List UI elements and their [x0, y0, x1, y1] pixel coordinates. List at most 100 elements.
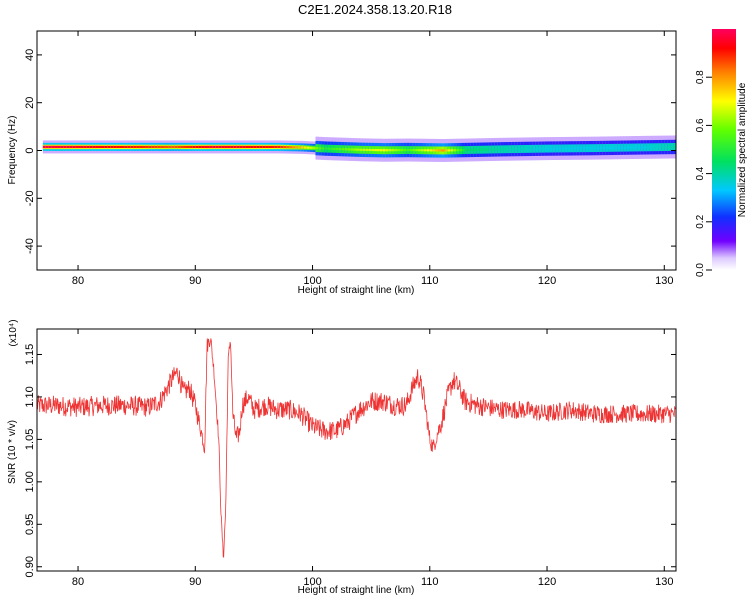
spectrogram-cell	[602, 146, 607, 150]
spectrogram-cell	[107, 145, 111, 148]
spectrogram-cell	[523, 147, 528, 151]
spectrogram-cell	[459, 149, 463, 152]
spectrogram-cell	[189, 145, 193, 148]
spectrogram-cell	[382, 149, 387, 152]
spectrogram-cell	[611, 146, 615, 149]
spectrogram-cell	[418, 149, 422, 152]
spectrogram-cell	[514, 148, 519, 151]
spectrogram-cell	[394, 149, 399, 152]
spectrogram-cell	[321, 147, 325, 150]
spectrogram-cell	[567, 147, 571, 150]
spectrogram-cell	[435, 149, 440, 152]
spectrogram-cell	[626, 146, 630, 149]
spectrogram-cell	[227, 145, 231, 148]
spectrogram-cell	[201, 145, 205, 148]
spectrogram-cell	[292, 146, 296, 149]
spectrogram-cell	[89, 145, 94, 148]
spectrogram-cell	[362, 148, 366, 151]
spectrogram-cell	[482, 148, 486, 151]
spectrogram-cell	[286, 146, 290, 149]
snr-x-axis-label: Height of straight line (km)	[298, 585, 415, 596]
spectrogram-cell	[242, 145, 246, 148]
spectrogram-cell	[145, 145, 149, 148]
spectrogram-cell	[262, 145, 267, 148]
spectrogram-cell	[245, 145, 249, 148]
spectrogram-cell	[573, 147, 577, 150]
colorbar-tick-label: 0.2	[695, 214, 706, 228]
spectrogram-cell	[160, 145, 164, 148]
spectrogram-cell	[289, 146, 293, 149]
x-tick-label: 110	[421, 576, 439, 588]
spectrogram-cell	[397, 149, 401, 152]
spectrogram-cell	[256, 145, 261, 148]
spectrogram-cell	[658, 146, 662, 149]
spectrogram-cell	[538, 147, 542, 150]
spectrogram-cell	[415, 149, 419, 152]
snr-y-ticks: 0.90 0.95 1.00 1.05 1.10 1.15	[24, 344, 676, 577]
spectrogram-cell	[230, 145, 234, 148]
spectrogram-cell	[608, 146, 613, 149]
spectrogram-cell	[444, 149, 448, 152]
x-tick-label: 90	[189, 275, 201, 287]
spectrogram-cell	[335, 147, 340, 151]
spectrogram-cell	[599, 146, 604, 150]
snr-panel: 80 90 100 110 120 130 0.90 0.95 1.00 1.05 1.10 1.1…	[7, 319, 677, 596]
spectrogram-cell	[283, 145, 287, 149]
spectrogram-cell	[570, 147, 574, 150]
spectrogram-ridge	[42, 135, 679, 162]
spectrogram-cell	[136, 145, 141, 148]
x-tick-label: 100	[303, 576, 321, 588]
spectrogram-cell	[315, 147, 319, 150]
spectrogram-cell	[154, 145, 158, 148]
x-tick-label: 80	[72, 576, 84, 588]
spectrogram-cell	[124, 145, 129, 148]
spectrogram-x-ticks: 80 90 100 110 120 130	[72, 31, 673, 287]
spectrogram-cell	[171, 145, 176, 148]
spectrogram-cell	[344, 148, 349, 151]
spectrogram-cell	[520, 147, 525, 151]
spectrogram-cell	[110, 145, 114, 148]
spectrogram-cell	[676, 140, 679, 154]
spectrogram-cell	[280, 145, 284, 149]
spectrogram-cell	[673, 145, 676, 149]
spectrogram-cell	[508, 148, 513, 151]
spectrogram-cell	[157, 145, 161, 148]
x-tick-label: 120	[538, 275, 556, 287]
spectrogram-cell	[576, 147, 580, 150]
spectrogram-cell	[265, 145, 270, 148]
spectrogram-cell	[248, 145, 252, 148]
spectrogram-cell	[338, 148, 343, 151]
spectrogram-cell	[48, 145, 53, 148]
spectrogram-cell	[558, 147, 563, 150]
spectrogram-cell	[177, 145, 182, 148]
spectrogram-cell	[676, 146, 679, 148]
spectrogram-cell	[400, 149, 404, 152]
spectrogram-cell	[294, 146, 299, 149]
spectrogram-cell	[274, 145, 278, 148]
spectrogram-cell	[122, 145, 126, 148]
snr-series-line	[37, 338, 676, 558]
spectrogram-cell	[327, 147, 331, 150]
spectrogram-cell	[511, 148, 516, 151]
spectrogram-cell	[473, 148, 478, 151]
spectrogram-cell	[406, 148, 410, 152]
spectrogram-cell	[371, 148, 375, 152]
spectrogram-cell	[236, 145, 240, 148]
spectrogram-cell	[379, 149, 384, 152]
spectrogram-cell	[453, 149, 457, 152]
spectrogram-cell	[450, 149, 454, 152]
y-tick-label: 0.90	[24, 556, 36, 577]
snr-y-scale-label: (x10⁴)	[8, 319, 19, 346]
spectrogram-cell	[464, 148, 469, 152]
x-tick-label: 110	[421, 275, 439, 287]
spectrogram-cell	[676, 143, 679, 151]
x-tick-label: 130	[655, 275, 673, 287]
spectrogram-cell	[585, 147, 589, 150]
spectrogram-cell	[420, 149, 425, 152]
spectrogram-cell	[233, 145, 237, 148]
spectrogram-cell	[438, 149, 443, 152]
spectrogram-cell	[180, 145, 185, 148]
spectrogram-cell	[643, 146, 648, 149]
spectrogram-cell	[549, 147, 554, 150]
spectrogram-cell	[66, 145, 70, 148]
